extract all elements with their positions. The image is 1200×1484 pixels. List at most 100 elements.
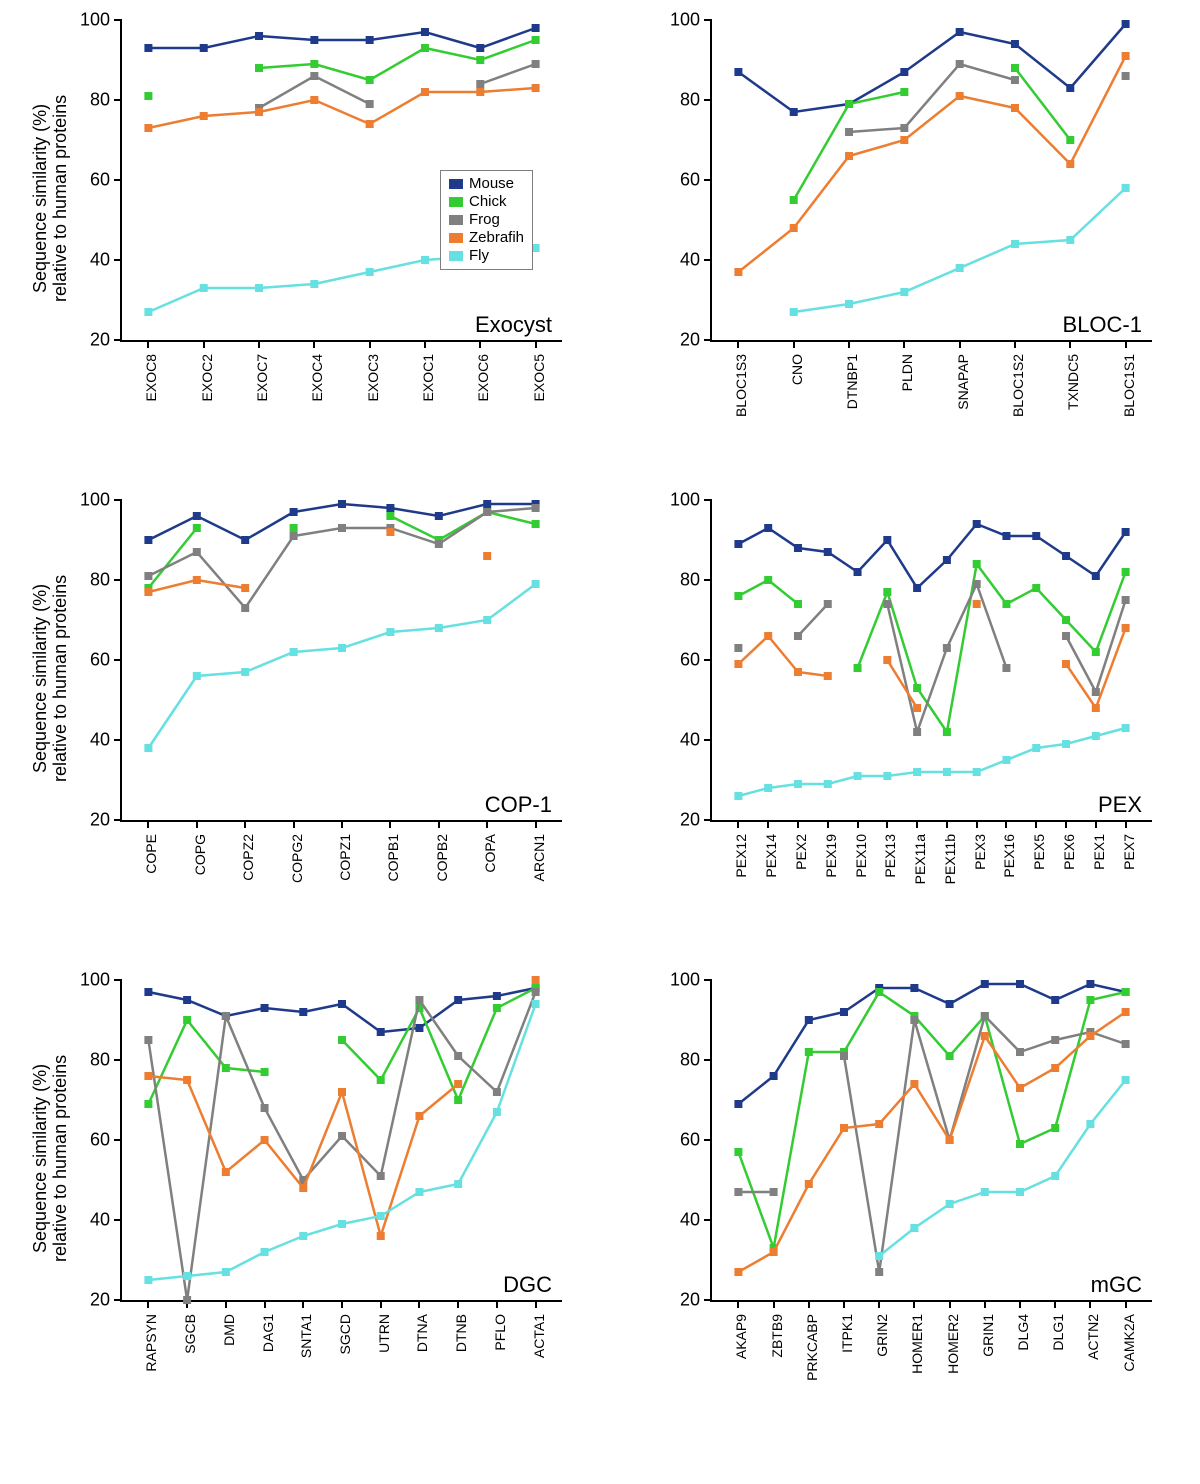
legend-label: Zebrafih xyxy=(469,229,524,247)
series-marker-frog xyxy=(532,988,540,996)
series-marker-mouse xyxy=(1122,20,1130,28)
series-marker-zebrafih xyxy=(415,1112,423,1120)
series-marker-mouse xyxy=(943,556,951,564)
series-marker-mouse xyxy=(338,500,346,508)
series-marker-mouse xyxy=(734,540,742,548)
legend-swatch xyxy=(449,251,463,261)
series-marker-frog xyxy=(435,540,443,548)
panel-title: DGC xyxy=(503,1272,552,1298)
series-line-zebrafih xyxy=(148,980,535,1236)
x-tick-label: PLDN xyxy=(899,354,915,391)
series-marker-frog xyxy=(1062,632,1070,640)
series-marker-fly xyxy=(532,580,540,588)
series-marker-fly xyxy=(200,284,208,292)
series-marker-chick xyxy=(913,684,921,692)
series-marker-mouse xyxy=(421,28,429,36)
series-marker-frog xyxy=(845,128,853,136)
series-marker-mouse xyxy=(840,1008,848,1016)
series-marker-chick xyxy=(421,44,429,52)
series-marker-mouse xyxy=(241,536,249,544)
x-tick-label: HOMER1 xyxy=(909,1314,925,1374)
series-marker-mouse xyxy=(454,996,462,1004)
series-marker-fly xyxy=(144,1276,152,1284)
series-marker-zebrafih xyxy=(222,1168,230,1176)
series-marker-zebrafih xyxy=(1011,104,1019,112)
series-marker-mouse xyxy=(1066,84,1074,92)
series-marker-mouse xyxy=(883,536,891,544)
series-marker-zebrafih xyxy=(261,1136,269,1144)
series-marker-fly xyxy=(1062,740,1070,748)
legend-label: Fly xyxy=(469,247,489,265)
series-line-chick xyxy=(738,564,1125,732)
series-marker-chick xyxy=(1002,600,1010,608)
series-marker-fly xyxy=(377,1212,385,1220)
series-marker-frog xyxy=(377,1172,385,1180)
y-axis-label: Sequence similarity (%)relative to human… xyxy=(30,1054,70,1261)
series-marker-zebrafih xyxy=(1016,1084,1024,1092)
series-marker-frog xyxy=(973,580,981,588)
x-tick-label: BLOC1S3 xyxy=(733,354,749,417)
series-marker-zebrafih xyxy=(981,1032,989,1040)
series-marker-chick xyxy=(794,600,802,608)
series-marker-zebrafih xyxy=(532,976,540,984)
x-tick-label: ZBTB9 xyxy=(769,1314,785,1358)
x-tick-label: UTRN xyxy=(376,1314,392,1353)
plot-area: 20406080100 xyxy=(710,980,1152,1302)
series-marker-fly xyxy=(1002,756,1010,764)
x-tick-label: PEX10 xyxy=(853,834,869,878)
x-tick-label: TXNDC5 xyxy=(1065,354,1081,410)
series-marker-mouse xyxy=(1062,552,1070,560)
legend-swatch xyxy=(449,197,463,207)
series-marker-mouse xyxy=(377,1028,385,1036)
series-marker-mouse xyxy=(338,1000,346,1008)
x-tick-label: EXOC5 xyxy=(531,354,547,401)
x-tick-label: CAMK2A xyxy=(1121,1314,1137,1372)
series-marker-fly xyxy=(435,624,443,632)
x-tick-label: PEX2 xyxy=(793,834,809,870)
series-marker-fly xyxy=(261,1248,269,1256)
series-marker-frog xyxy=(532,504,540,512)
x-tick-label: DLG1 xyxy=(1050,1314,1066,1351)
y-tick-label: 40 xyxy=(90,730,110,751)
x-tick-label: PEX19 xyxy=(823,834,839,878)
legend-label: Chick xyxy=(469,193,507,211)
y-tick-label: 80 xyxy=(680,90,700,111)
x-tick-label: PEX3 xyxy=(972,834,988,870)
series-line-chick xyxy=(794,68,1071,200)
series-marker-mouse xyxy=(255,32,263,40)
y-tick-label: 60 xyxy=(680,650,700,671)
legend-label: Mouse xyxy=(469,175,514,193)
x-tick-label: DTNBP1 xyxy=(844,354,860,409)
panel-title: Exocyst xyxy=(475,312,552,338)
y-tick-label: 20 xyxy=(680,330,700,351)
series-marker-mouse xyxy=(770,1072,778,1080)
series-marker-chick xyxy=(366,76,374,84)
series-marker-fly xyxy=(854,772,862,780)
series-marker-mouse xyxy=(973,520,981,528)
series-marker-zebrafih xyxy=(790,224,798,232)
series-marker-zebrafih xyxy=(734,660,742,668)
series-marker-zebrafih xyxy=(183,1076,191,1084)
series-marker-chick xyxy=(854,664,862,672)
series-marker-chick xyxy=(144,1100,152,1108)
series-marker-frog xyxy=(183,1296,191,1304)
y-tick-label: 40 xyxy=(90,1210,110,1231)
series-line-frog xyxy=(259,64,536,108)
x-tick-label: EXOC6 xyxy=(475,354,491,401)
series-marker-mouse xyxy=(366,36,374,44)
series-marker-frog xyxy=(338,1132,346,1140)
series-marker-zebrafih xyxy=(310,96,318,104)
x-tick-label: PEX16 xyxy=(1001,834,1017,878)
y-tick-label: 100 xyxy=(80,10,110,31)
series-marker-chick xyxy=(790,196,798,204)
x-tick-label: PEX14 xyxy=(763,834,779,878)
series-marker-frog xyxy=(493,1088,501,1096)
y-tick-label: 20 xyxy=(90,810,110,831)
legend-swatch xyxy=(449,233,463,243)
series-marker-mouse xyxy=(415,1024,423,1032)
y-tick-label: 60 xyxy=(90,170,110,191)
chart-panel-dgc: Sequence similarity (%)relative to human… xyxy=(30,970,590,1430)
series-marker-fly xyxy=(255,284,263,292)
x-tick-label: GRIN1 xyxy=(980,1314,996,1357)
series-marker-fly xyxy=(290,648,298,656)
